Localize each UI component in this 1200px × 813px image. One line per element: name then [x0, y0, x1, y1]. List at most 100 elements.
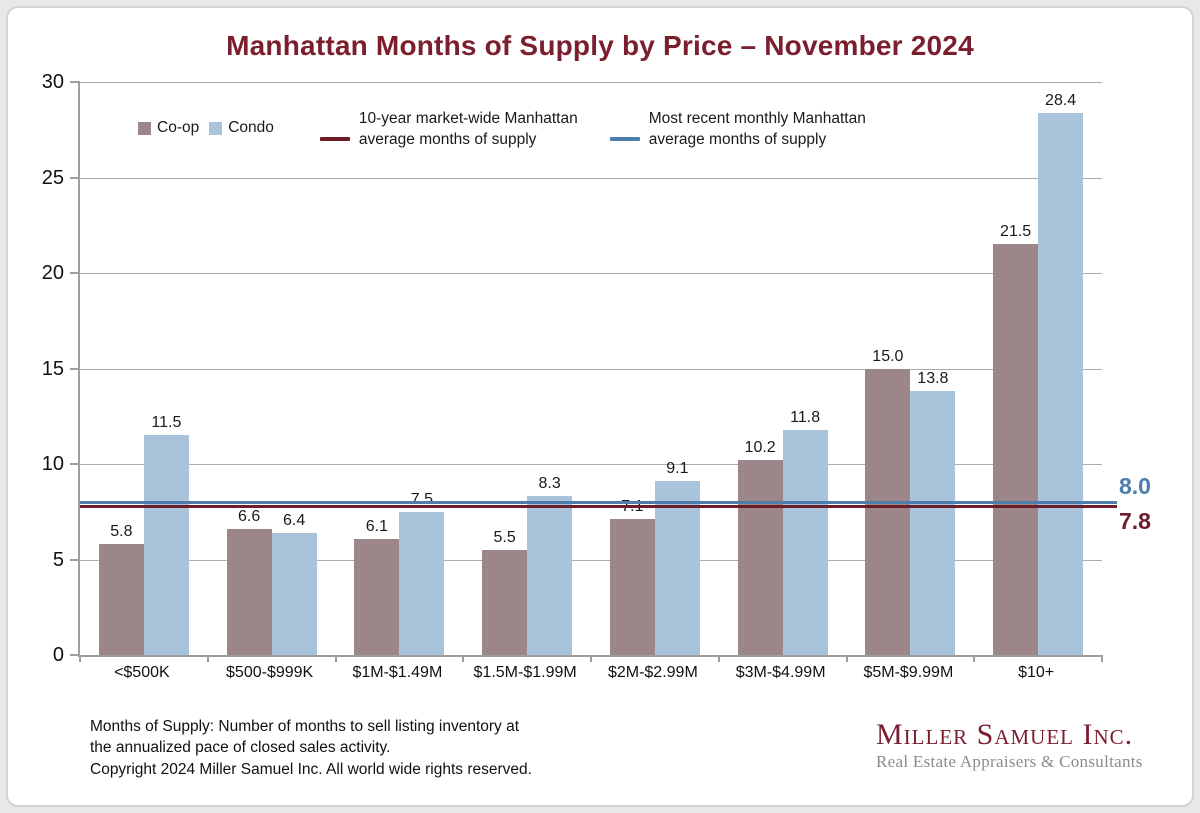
- bar-condo-1: 6.4: [271, 512, 317, 655]
- x-tick-7: [973, 655, 976, 662]
- legend-10yr-line1: 10-year market-wide Manhattan: [358, 110, 578, 127]
- reference-value-7-8: 7.8: [1119, 508, 1151, 535]
- bar-value-coop-1: 6.6: [238, 507, 261, 525]
- legend-10yr-line2: average months of supply: [358, 131, 537, 148]
- definition-footnote: Months of Supply: Number of months to se…: [90, 716, 519, 758]
- bar-value-coop-6: 15.0: [872, 347, 904, 365]
- bar-condo-2: 7.5: [399, 491, 445, 655]
- category-column-4: 7.1 9.1: [591, 82, 719, 655]
- x-tick-0: [79, 655, 81, 662]
- gridline-15: [80, 368, 1102, 370]
- bar-value-coop-7: 21.5: [1000, 223, 1032, 241]
- x-label-6: $5M-$9.99M: [863, 664, 954, 681]
- y-tick-30: [70, 81, 80, 83]
- gridline-10: [80, 464, 1102, 466]
- gridline-5: [80, 559, 1102, 561]
- gridline-30: [80, 82, 1102, 83]
- category-column-1: 6.6 6.4: [208, 82, 336, 655]
- legend-item-recent-line: Most recent monthly Manhattan average mo…: [609, 108, 866, 150]
- legend-item-10yr-line: 10-year market-wide Manhattan average mo…: [319, 108, 578, 150]
- x-label-3: $1.5M-$1.99M: [473, 664, 577, 681]
- x-axis-labels: <$500K $500-$999K $1M-$1.49M $1.5M-$1.99M $2…: [78, 664, 1100, 688]
- bar-coop-3: 5.5: [482, 529, 528, 655]
- gridline-25: [80, 177, 1102, 179]
- bar-coop-5: 10.2: [737, 439, 783, 655]
- plot-area: 5.811.56.66.46.17.55.58.37.19.110.211.81…: [70, 81, 1151, 662]
- y-tick-15: [70, 367, 80, 370]
- y-tick-10: [70, 463, 80, 466]
- bar-value-condo-4: 9.1: [666, 460, 689, 478]
- category-column-7: 21.5 28.4: [974, 82, 1102, 655]
- legend-recent-line1: Most recent monthly Manhattan: [648, 110, 866, 127]
- legend-condo-label: Condo: [228, 119, 274, 136]
- x-tick-3: [462, 655, 465, 662]
- bar-value-condo-6: 13.8: [917, 370, 949, 388]
- category-column-5: 10.2 11.8: [719, 82, 847, 655]
- y-axis-labels: 0 5 10 15 20 25 30: [8, 71, 64, 666]
- legend-item-coop: Co-op: [138, 119, 199, 137]
- bar-value-coop-5: 10.2: [744, 439, 776, 457]
- y-tick-20: [70, 272, 80, 275]
- bar-coop-2: 6.1: [354, 518, 400, 655]
- y-tick-label-10: 10: [41, 453, 64, 476]
- x-label-1: $500-$999K: [226, 664, 314, 681]
- x-label-2: $1M-$1.49M: [352, 664, 443, 681]
- bar-value-condo-7: 28.4: [1045, 91, 1077, 109]
- reference-value-8-0: 8.0: [1119, 473, 1151, 500]
- bar-value-condo-3: 8.3: [538, 475, 561, 493]
- x-tick-2: [334, 655, 337, 662]
- legend-item-condo: Condo: [209, 119, 274, 137]
- category-column-0: 5.8 11.5: [80, 82, 208, 655]
- chart-title: Manhattan Months of Supply by Price – No…: [226, 30, 974, 61]
- reference-line-8-0: [80, 501, 1117, 505]
- bar-condo-3: 8.3: [527, 475, 573, 655]
- bar-value-coop-3: 5.5: [493, 528, 516, 546]
- legend-10yr-text: 10-year market-wide Manhattan average mo…: [359, 108, 578, 150]
- bar-coop-4: 7.1: [609, 498, 655, 655]
- legend-recent-text: Most recent monthly Manhattan average mo…: [649, 108, 866, 150]
- bar-condo-5: 11.8: [782, 409, 828, 655]
- x-label-0: <$500K: [114, 664, 170, 681]
- bar-coop-0: 5.8: [98, 523, 144, 655]
- x-tick-6: [845, 655, 848, 662]
- reference-line-7-8: [80, 505, 1117, 509]
- bar-value-condo-5: 11.8: [790, 408, 821, 426]
- category-column-2: 6.1 7.5: [336, 82, 464, 655]
- y-tick-label-25: 25: [41, 166, 64, 189]
- y-tick-label-0: 0: [52, 644, 64, 666]
- bar-condo-6: 13.8: [910, 370, 956, 655]
- category-column-3: 5.5 8.3: [463, 82, 591, 655]
- y-tick-label-30: 30: [41, 71, 64, 93]
- company-logo: Miller Samuel Inc. Real Estate Appraiser…: [876, 720, 1146, 772]
- bar-coop-6: 15.0: [865, 348, 911, 655]
- y-tick-0: [70, 654, 80, 656]
- x-label-7: $10+: [1018, 664, 1055, 681]
- maroon-line-icon: [319, 137, 350, 141]
- legend-recent-line2: average months of supply: [648, 131, 827, 148]
- y-tick-5: [70, 558, 80, 561]
- x-tick-1: [206, 655, 209, 662]
- condo-swatch-icon: [209, 121, 223, 135]
- y-tick-label-15: 15: [41, 357, 64, 380]
- logo-tagline: Real Estate Appraisers & Consultants: [876, 752, 1143, 771]
- bar-condo-7: 28.4: [1038, 92, 1084, 655]
- x-tick-5: [717, 655, 720, 662]
- chart-legend: Co-op Condo 10-year market-wide Manhatta…: [138, 108, 866, 150]
- bar-coop-7: 21.5: [993, 223, 1039, 655]
- bar-condo-0: 11.5: [143, 414, 189, 655]
- x-label-4: $2M-$2.99M: [607, 664, 698, 681]
- bar-condo-4: 9.1: [654, 460, 700, 655]
- x-label-5: $3M-$4.99M: [735, 664, 826, 681]
- bar-coop-1: 6.6: [226, 508, 272, 655]
- legend-coop-label: Co-op: [157, 119, 200, 136]
- bar-value-condo-1: 6.4: [283, 511, 306, 529]
- blue-line-icon: [609, 137, 640, 141]
- coop-swatch-icon: [138, 121, 151, 135]
- x-tick-4: [590, 655, 592, 662]
- y-tick-label-20: 20: [41, 262, 64, 285]
- definition-line1: Months of Supply: Number of months to se…: [90, 718, 520, 735]
- category-column-6: 15.0 13.8: [847, 82, 975, 655]
- definition-line2: the annualized pace of closed sales acti…: [90, 739, 391, 756]
- copyright-text: Copyright 2024 Miller Samuel Inc. All wo…: [90, 761, 532, 778]
- bar-value-condo-0: 11.5: [151, 414, 182, 432]
